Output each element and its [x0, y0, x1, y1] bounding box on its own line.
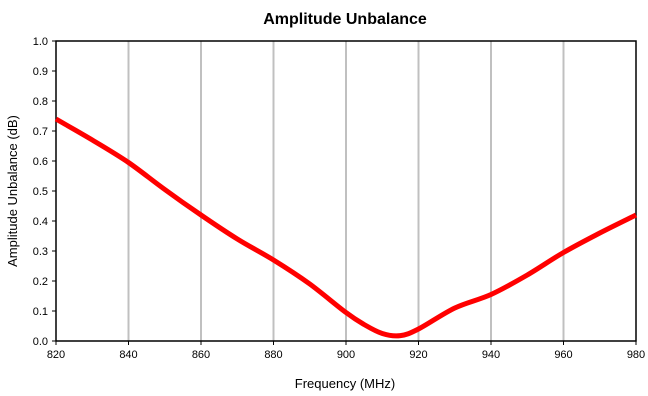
x-axis-label: Frequency (MHz) [295, 376, 395, 391]
y-axis-label: Amplitude Unbalance (dB) [5, 115, 20, 267]
x-tick-label: 860 [192, 349, 210, 361]
x-tick-label: 940 [482, 349, 500, 361]
x-tick-label: 960 [554, 349, 572, 361]
series-group [54, 116, 638, 339]
x-tick-label: 820 [47, 349, 65, 361]
y-tick-label: 0.1 [33, 306, 48, 318]
x-tick-label: 900 [337, 349, 355, 361]
series-line [54, 116, 638, 339]
x-tick-label: 980 [627, 349, 645, 361]
chart-title: Amplitude Unbalance [263, 11, 427, 28]
y-tick-label: 1.0 [33, 36, 48, 48]
y-tick-label: 0.3 [33, 246, 48, 258]
y-tick-label: 0.0 [33, 336, 48, 348]
x-tick-label: 880 [264, 349, 282, 361]
y-tick-label: 0.5 [33, 186, 48, 198]
y-tick-label: 0.9 [33, 66, 48, 78]
y-tick-label: 0.8 [33, 96, 48, 108]
y-tick-label: 0.2 [33, 276, 48, 288]
grid-lines [127, 41, 565, 341]
x-axis: 820 840 860 880 900 920 940 960 980 [47, 341, 645, 361]
y-axis: 0.0 0.1 0.2 0.3 0.4 0.5 0.6 0.7 0.8 0.9 1.0 [33, 36, 56, 348]
y-tick-label: 0.6 [33, 156, 48, 168]
x-tick-label: 840 [119, 349, 137, 361]
x-tick-label: 920 [409, 349, 427, 361]
y-tick-label: 0.4 [33, 216, 48, 228]
y-tick-label: 0.7 [33, 126, 48, 138]
